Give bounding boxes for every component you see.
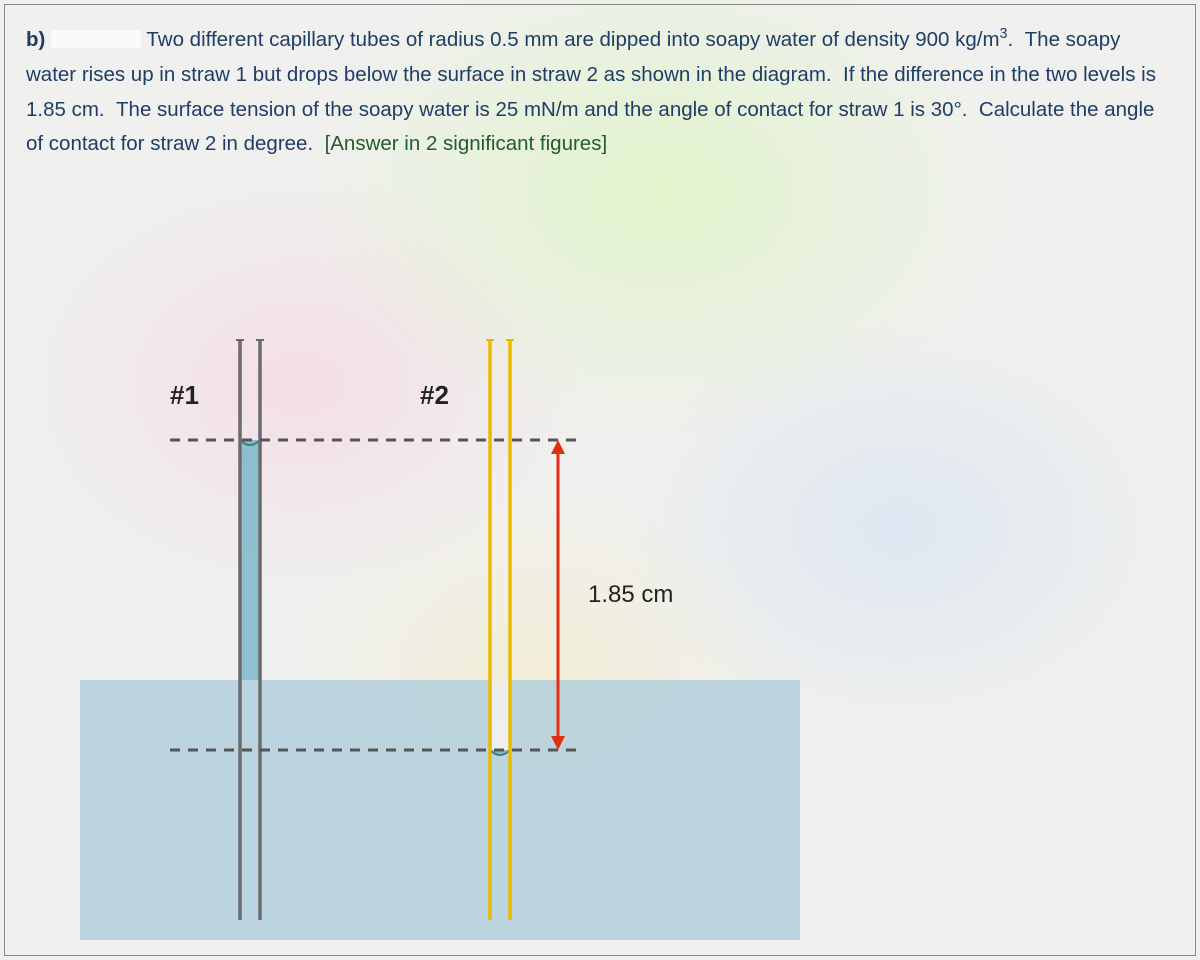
tube-2-label: #2 (420, 380, 449, 411)
q-s1-mid: are dipped into soapy water of density (559, 28, 916, 51)
q-s1-prefix: Two different capillary tubes of radius (146, 28, 484, 51)
redacted-marks (51, 30, 141, 48)
q-radius: 0.5 mm (490, 28, 558, 51)
q-s4-prefix: The surface tension of the soapy water i… (116, 98, 495, 121)
q-s3-end: . (99, 98, 105, 121)
q-angle1: 30° (931, 98, 962, 121)
q-level-diff: 1.85 cm (26, 98, 99, 121)
q-s1-end: . (1008, 28, 1014, 51)
measurement-label: 1.85 cm (588, 581, 673, 609)
answer-hint: [Answer in 2 significant figures] (325, 132, 608, 155)
q-tension: 25 mN/m (495, 98, 578, 121)
diagram-svg (60, 300, 1060, 940)
question-text: b) Two different capillary tubes of radi… (26, 22, 1174, 162)
q-s3-prefix: If the difference in the two levels is (843, 63, 1156, 86)
q-s4-end: . (962, 98, 968, 121)
tube-1-label: #1 (170, 380, 199, 411)
capillary-diagram: #1 #2 1.85 cm (60, 300, 1060, 940)
q-s4-mid: and the angle of contact for straw 1 is (579, 98, 931, 121)
part-label: b) (26, 28, 45, 51)
q-density: 900 kg/m (915, 28, 999, 51)
q-density-exp: 3 (1000, 26, 1008, 42)
